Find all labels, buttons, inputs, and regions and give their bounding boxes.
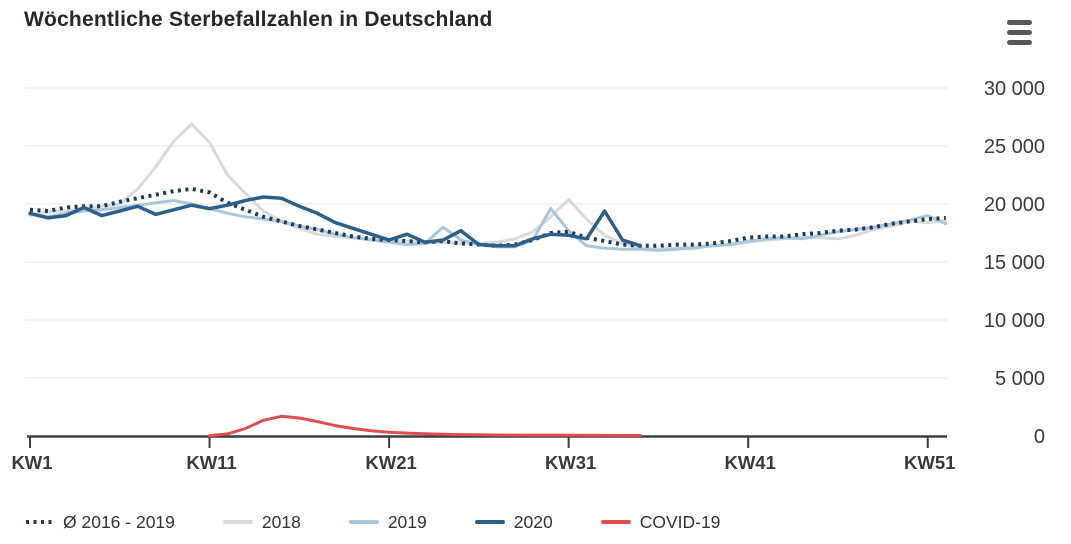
page-title: Wöchentliche Sterbefallzahlen in Deutsch… (24, 8, 493, 31)
y-tick-label: 10 000 (984, 310, 1045, 332)
legend-item: 2020 (474, 511, 553, 533)
legend-label: 2018 (261, 511, 301, 532)
series-line-2018 (28, 122, 948, 251)
legend-label: COVID-19 (639, 511, 721, 532)
legend: Ø 2016 - 2019 2018 2019 2020 COVID-19 (24, 507, 720, 537)
legend-item: 2019 (348, 511, 427, 533)
menu-button[interactable] (1007, 18, 1033, 46)
y-tick-label: 20 000 (984, 194, 1045, 216)
legend-label: 2019 (387, 511, 427, 532)
line-swatch-icon (222, 520, 253, 524)
x-tick-label: KW21 (365, 452, 416, 473)
x-tick-label: KW41 (724, 452, 775, 473)
y-tick-label: 15 000 (984, 252, 1045, 274)
y-tick-label: 30 000 (984, 78, 1045, 100)
x-tick-label: KW11 (186, 452, 236, 473)
line-swatch-icon (348, 520, 379, 524)
x-tick-label: KW51 (904, 452, 955, 473)
y-tick-label: 25 000 (984, 136, 1045, 158)
legend-item: 2018 (222, 511, 301, 533)
y-tick-label: 5 000 (995, 368, 1045, 390)
x-tick-label: KW31 (545, 452, 596, 473)
chart-header: Wöchentliche Sterbefallzahlen in Deutsch… (24, 8, 1011, 32)
line-swatch-icon (474, 520, 505, 524)
x-tick-label: KW1 (11, 452, 52, 473)
dotted-line-swatch-icon (26, 520, 52, 524)
legend-label: 2020 (513, 511, 553, 532)
series-line-covid-19 (208, 414, 642, 438)
line-swatch-icon (600, 520, 631, 524)
legend-label: Ø 2016 - 2019 (63, 511, 175, 532)
legend-item: Ø 2016 - 2019 (24, 512, 175, 533)
y-tick-label: 0 (1034, 426, 1045, 448)
legend-item: COVID-19 (600, 511, 721, 533)
series-line-2020 (28, 195, 643, 248)
